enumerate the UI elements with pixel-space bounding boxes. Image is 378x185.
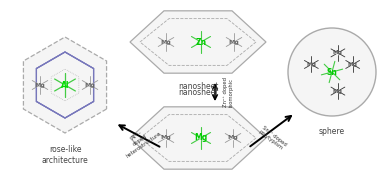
Text: sphere: sphere [319,127,345,136]
Text: Mg: Mg [85,83,95,88]
Text: Al³⁺-
doped
heterostructure: Al³⁺- doped heterostructure [118,121,162,159]
Circle shape [288,28,376,116]
Text: Mg: Mg [348,62,358,67]
Text: Mg: Mg [228,135,239,140]
Text: Mg: Mg [229,40,239,45]
Text: Mg: Mg [161,135,171,140]
Text: Zn²⁺ doped
isomorphic: Zn²⁺ doped isomorphic [223,77,234,107]
Text: Zn: Zn [195,38,206,46]
Text: nanosheet: nanosheet [178,82,218,91]
Text: Mg: Mg [35,83,45,88]
Text: Sn⁴⁺ doped
polytypism: Sn⁴⁺ doped polytypism [257,125,287,151]
Text: Mg: Mg [333,50,343,55]
Text: nanosheet: nanosheet [178,88,218,97]
Text: Mg: Mg [161,40,171,45]
Text: rose-like
architecture: rose-like architecture [42,145,88,165]
Text: Al: Al [61,80,69,90]
Text: Sn: Sn [327,68,338,77]
Text: Mg: Mg [333,89,343,94]
Polygon shape [130,11,266,73]
Text: Mg: Mg [194,134,208,142]
Text: Mg: Mg [306,62,316,67]
Polygon shape [130,107,266,169]
Polygon shape [23,37,107,133]
